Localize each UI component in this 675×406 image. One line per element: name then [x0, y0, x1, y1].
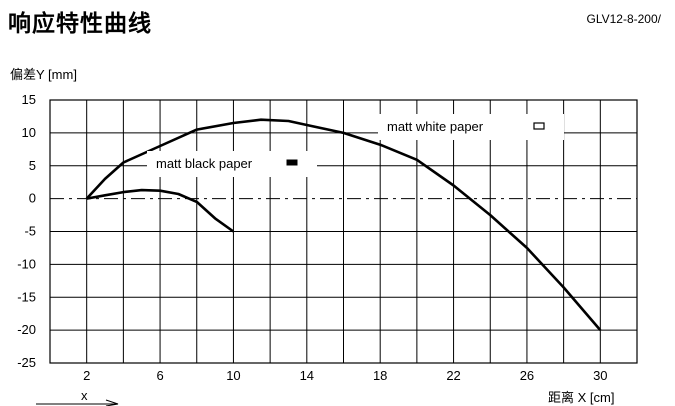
legends: matt white paper matt black paper	[147, 114, 564, 177]
page-title: 响应特性曲线	[8, 11, 152, 37]
x-tick-label: 6	[156, 368, 163, 383]
model-code: GLV12-8-200/	[586, 12, 662, 26]
plot-frame	[49, 99, 638, 364]
x-tick-label: 14	[300, 368, 314, 383]
chart-axes	[49, 99, 638, 364]
y-axis-label: 偏差Y [mm]	[10, 67, 77, 82]
y-tick-label: 10	[22, 125, 36, 140]
x-tick-label: 22	[446, 368, 460, 383]
y-tick-label: -10	[17, 256, 36, 271]
x-tick-label: 2	[83, 368, 90, 383]
y-tick-label: 5	[29, 158, 36, 173]
x-tick-label: 10	[226, 368, 240, 383]
x-tick-label: 18	[373, 368, 387, 383]
x-marker-arrow	[105, 399, 119, 406]
x-axis-label: 距离 X [cm]	[548, 390, 614, 405]
y-tick-label: -5	[24, 224, 36, 239]
y-tick-label: 15	[22, 92, 36, 107]
y-tick-label: -15	[17, 289, 36, 304]
legend-label: matt black paper	[156, 156, 253, 171]
x-tick-label: 30	[593, 368, 607, 383]
x-marker: x	[36, 388, 119, 406]
x-marker-label: x	[81, 388, 88, 403]
legend-marker-filled	[286, 159, 298, 166]
chart-grid	[50, 100, 637, 363]
legend-label: matt white paper	[387, 119, 484, 134]
y-tick-label: -25	[17, 355, 36, 370]
x-tick-label: 26	[520, 368, 534, 383]
series-line-black-paper	[86, 188, 235, 233]
legend-box	[378, 114, 564, 140]
y-tick-label: 0	[29, 191, 36, 206]
y-tick-label: -20	[17, 322, 36, 337]
legend-marker-hollow	[533, 122, 545, 130]
legend-black-paper: matt black paper	[147, 151, 317, 177]
legend-white-paper: matt white paper	[378, 114, 564, 140]
